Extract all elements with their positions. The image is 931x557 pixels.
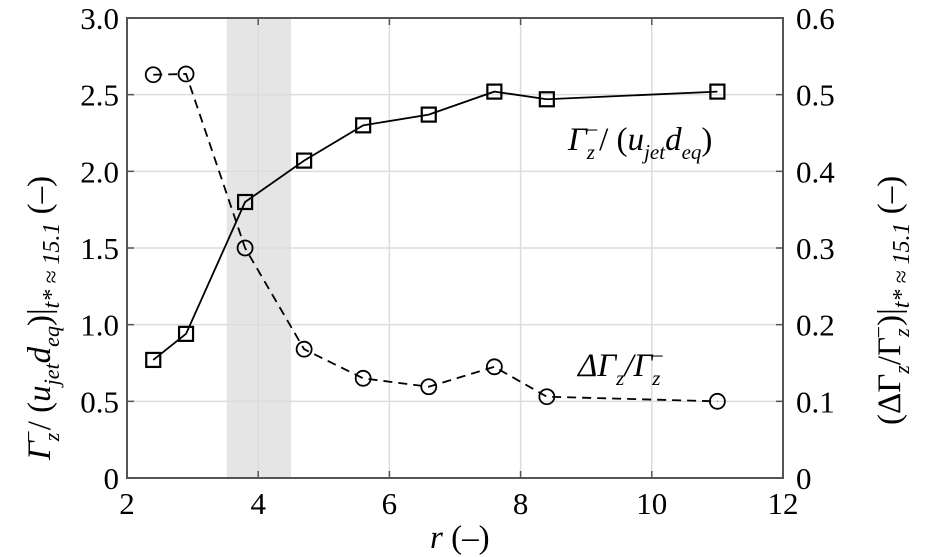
tick-labels: 2 4 6 8 10 1200.51.01.52.02.53.000.10.20.30.4…: [80, 1, 835, 521]
y-left-tick-label: 3.0: [80, 1, 119, 36]
y-left-tick-label: 1.5: [80, 231, 119, 266]
solid-line: [152, 90, 718, 361]
annotation-variation: ΔΓz/Γz−: [576, 344, 665, 390]
x-tick-label: 12: [768, 486, 799, 521]
circle-marker: [236, 239, 254, 257]
circle-marker: [538, 388, 556, 406]
y-right-tick-label: 0.2: [796, 308, 835, 343]
square-marker: [296, 152, 313, 169]
y-left-tick-label: 1.0: [80, 308, 119, 343]
y-axis-right-label: (ΔΓz/Γz−)|t* ≈ 15.1 (–): [866, 176, 915, 425]
circle-marker: [295, 340, 313, 358]
x-tick-label: 2: [119, 486, 135, 521]
circle-marker: [420, 378, 438, 396]
circle-marker: [177, 65, 195, 83]
x-tick-label: 10: [636, 486, 667, 521]
y-right-tick-label: 0.5: [796, 78, 835, 113]
circle-marker: [485, 358, 503, 376]
square-marker: [420, 106, 437, 123]
square-marker: [145, 351, 162, 369]
dashed-line: [153, 73, 718, 403]
square-marker: [355, 117, 372, 134]
y-right-tick-label: 0.3: [796, 231, 835, 266]
y-axis-left-label: Γz−/ (ujetdeq)|t* ≈ 15.1 (–): [16, 176, 65, 461]
square-marker: [486, 83, 503, 100]
series-variation: [144, 65, 726, 410]
y-right-tick-label: 0.4: [796, 154, 835, 189]
data-series: [144, 65, 726, 410]
square-marker: [538, 91, 555, 108]
annotation-circulation: Γz−/ (ujetdeq): [567, 118, 712, 164]
x-axis-label: r (–): [430, 520, 490, 556]
x-tick-label: 4: [250, 486, 266, 521]
axes-frame: [126, 17, 784, 479]
y-left-tick-label: 2.5: [80, 78, 119, 113]
y-left-tick-label: 0.5: [80, 384, 119, 419]
y-right-tick-label: 0.1: [796, 384, 835, 419]
circle-marker: [144, 66, 162, 84]
y-left-tick-label: 2.0: [80, 154, 119, 189]
x-tick-label: 6: [382, 486, 398, 521]
series-circulation: [145, 83, 726, 369]
y-left-tick-label: 0: [104, 461, 120, 496]
circle-marker: [354, 369, 372, 387]
square-marker: [709, 83, 726, 100]
square-marker: [177, 325, 195, 342]
circle-marker: [709, 392, 726, 410]
y-right-tick-label: 0: [796, 461, 812, 496]
x-tick-label: 8: [513, 486, 529, 521]
y-right-tick-label: 0.6: [796, 1, 835, 36]
square-marker: [236, 193, 254, 211]
